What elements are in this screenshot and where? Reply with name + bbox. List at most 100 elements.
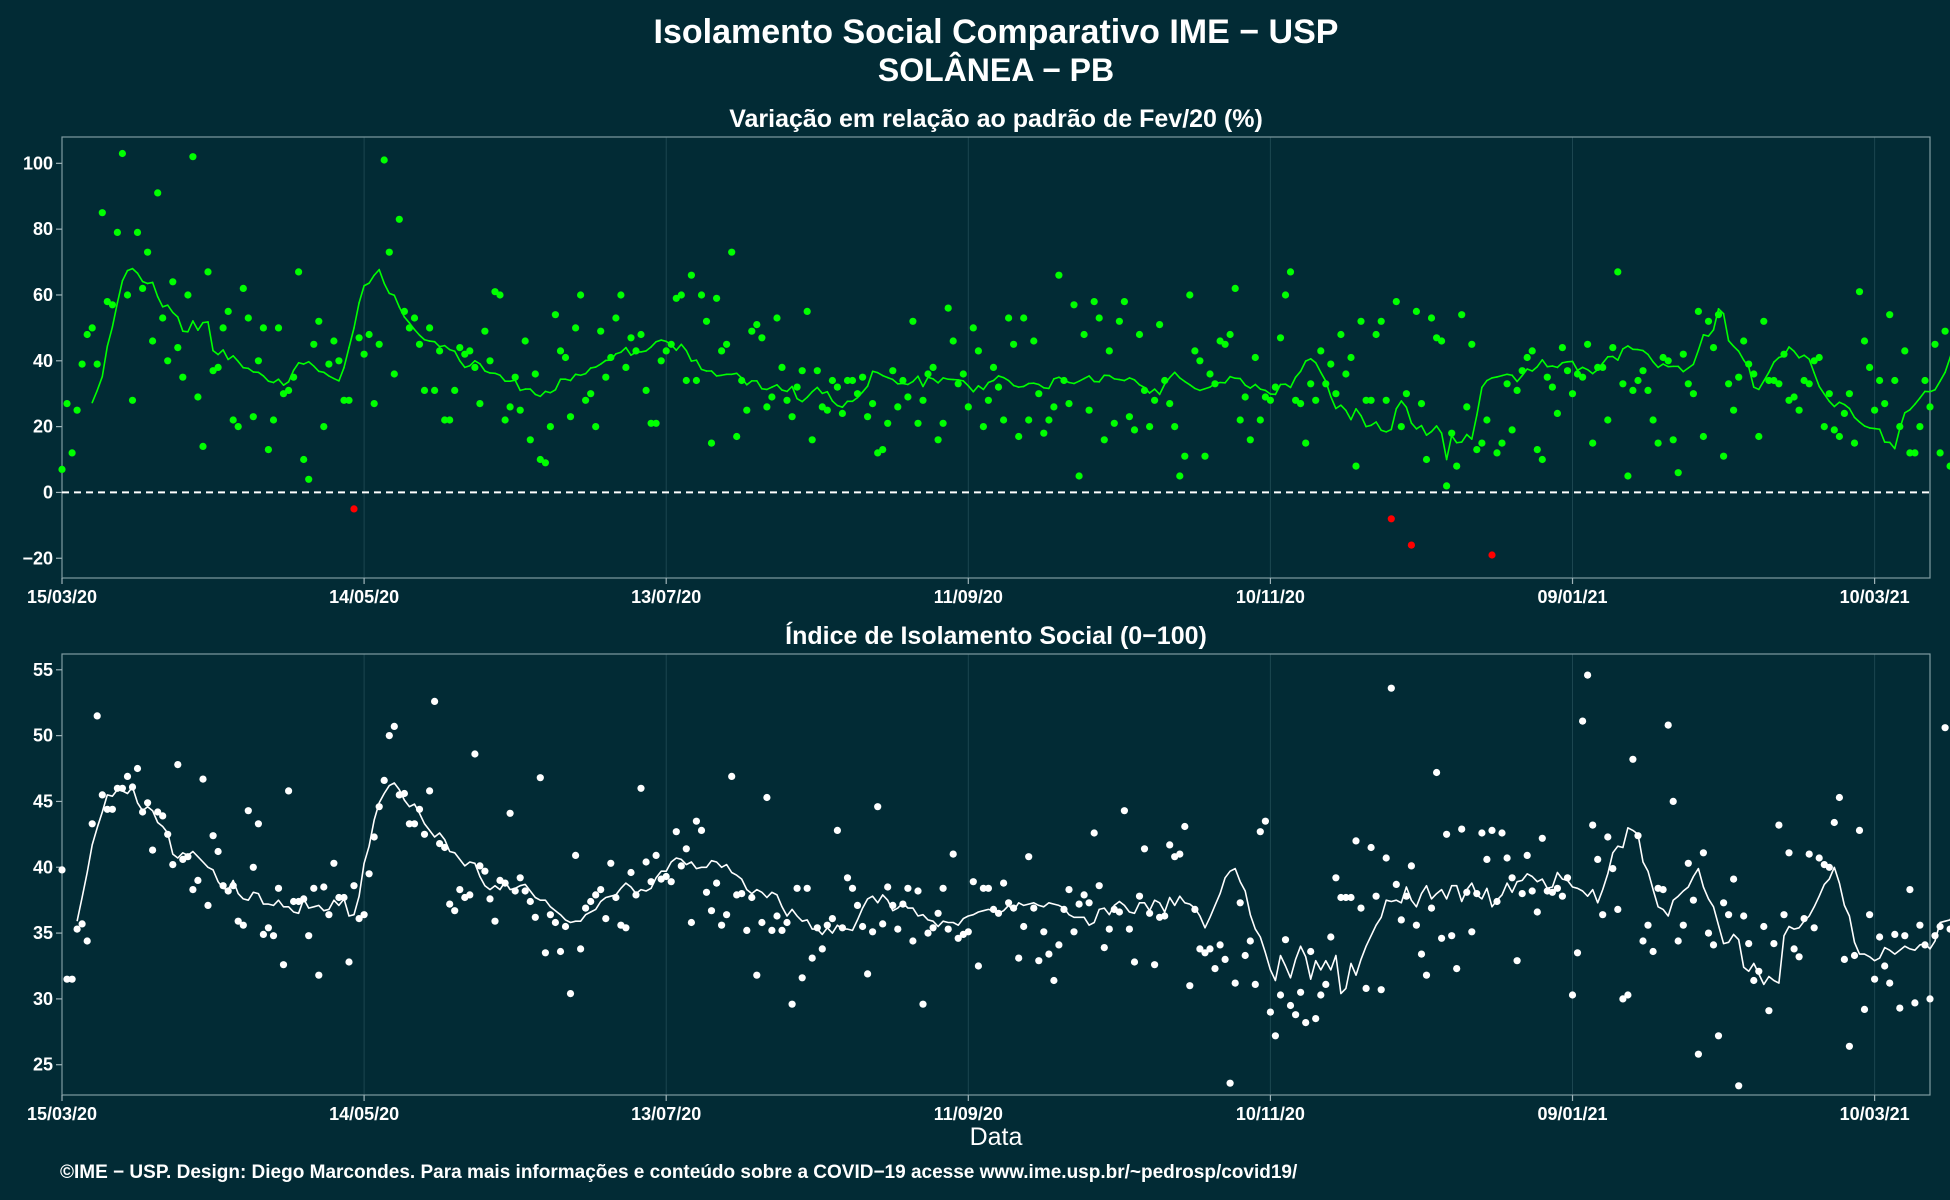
moving-average-segment [1355,408,1362,417]
data-point [1720,452,1728,460]
data-point [310,340,318,348]
data-point [1775,380,1783,388]
data-point [1614,905,1622,914]
moving-average-segment [1340,404,1347,412]
data-point [471,363,479,371]
data-point [864,970,872,978]
data-point [279,961,288,969]
data-point [249,863,257,871]
moving-average-segment [886,376,894,381]
data-point [1327,933,1335,941]
data-point [793,884,801,892]
moving-average-segment [1486,377,1493,382]
data-point [1518,890,1526,898]
data-point [1372,330,1380,339]
data-point [723,911,731,919]
data-point [899,900,907,908]
data-point [833,383,842,391]
data-point [88,324,96,332]
data-point [390,722,398,731]
data-point [1382,854,1390,862]
data-point [164,830,172,838]
data-point [1010,904,1018,912]
moving-average-segment [761,387,768,391]
data-point [989,363,998,371]
data-point [1151,961,1159,969]
moving-average-segment [453,350,461,362]
data-point [1478,829,1486,837]
moving-average-segment [499,374,506,382]
moving-average-segment [1007,379,1015,387]
data-point [1337,330,1345,339]
data-point [486,895,494,903]
data-point [159,314,167,322]
x-tick-label: 13/07/20 [631,1104,701,1124]
data-point [1689,896,1697,904]
moving-average-segment [232,355,240,363]
x-tick-label: 10/03/21 [1840,1104,1910,1124]
data-point [244,807,252,815]
data-point [1790,393,1798,401]
data-point [1709,941,1718,949]
data-point [1735,373,1743,381]
data-point [501,416,509,424]
moving-average-segment [484,370,491,374]
data-point [1438,337,1446,345]
data-point [1055,941,1063,949]
data-point [556,347,565,355]
data-point [1176,472,1184,480]
data-point [1599,363,1607,371]
moving-average-segment [348,327,355,349]
data-point [592,423,600,431]
data-point [1765,1007,1773,1015]
data-point [1508,426,1516,434]
data-point [1417,950,1426,958]
data-point [1156,321,1164,329]
data-point [1035,957,1043,965]
moving-average-segment [212,349,219,356]
data-point [1347,893,1355,902]
data-point [1579,373,1587,381]
moving-average-segment [932,378,939,384]
data-point [83,330,91,339]
data-point [1891,930,1899,939]
data-point [315,317,323,325]
data-point [1000,879,1008,887]
data-point [274,324,283,332]
y-tick-label: 20 [33,417,53,437]
data-point [1876,933,1884,941]
data-point [1684,859,1692,867]
data-point [214,363,222,371]
moving-average-segment [1445,434,1453,461]
moving-average-segment [1022,382,1030,388]
data-point [707,439,716,447]
data-point [1332,390,1340,398]
data-point [264,446,272,454]
moving-average-segment [458,359,466,369]
data-point [713,294,721,302]
data-point [1730,875,1738,883]
moving-average-segment [1465,433,1473,440]
data-point [1327,360,1335,368]
moving-average-segment [277,378,285,386]
data-point [1468,340,1476,348]
data-point [1815,353,1823,362]
data-point [199,442,207,450]
data-point [969,878,977,886]
moving-average-segment [136,272,144,283]
data-point [924,370,932,378]
moving-average-segment [1843,403,1851,410]
data-point [1342,370,1350,378]
data-point [219,324,227,332]
data-point [1427,904,1436,912]
data-point [410,820,419,828]
data-point [1337,893,1345,902]
moving-average-segment [1501,373,1508,377]
data-point [758,918,766,927]
panel1-title: Variação em relação ao padrão de Fev/20 … [729,105,1263,133]
data-point [164,357,172,365]
data-point [330,859,338,867]
moving-average-segment [1561,360,1569,364]
moving-average-segment [1168,371,1176,379]
data-point [642,386,650,394]
